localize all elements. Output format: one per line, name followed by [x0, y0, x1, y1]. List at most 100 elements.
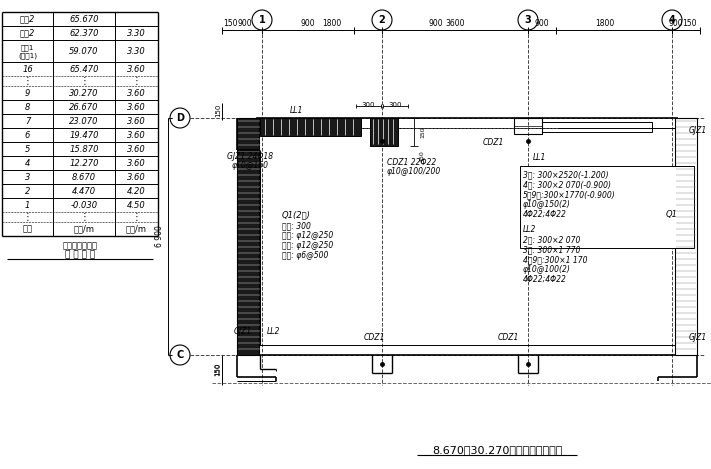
Text: 1800: 1800 — [322, 19, 341, 28]
Text: 3.60: 3.60 — [127, 89, 146, 98]
Text: 450: 450 — [420, 150, 425, 162]
Text: 4.50: 4.50 — [127, 201, 146, 210]
Text: 8: 8 — [25, 103, 30, 112]
Text: CDZ1: CDZ1 — [498, 333, 519, 342]
Bar — [370, 118, 398, 146]
Text: 9: 9 — [25, 89, 30, 98]
Text: 900: 900 — [429, 19, 444, 28]
Text: 6: 6 — [25, 130, 30, 139]
Text: Q1(2排): Q1(2排) — [282, 210, 311, 219]
Text: 8.670: 8.670 — [72, 173, 96, 182]
Text: 1800: 1800 — [595, 19, 614, 28]
Bar — [514, 118, 542, 134]
Text: 层高/m: 层高/m — [126, 225, 147, 234]
Bar — [260, 118, 361, 136]
Text: φ10@100/200: φ10@100/200 — [387, 167, 442, 176]
Text: 1: 1 — [25, 201, 30, 210]
Text: 4: 4 — [668, 15, 675, 25]
Text: LL2: LL2 — [267, 327, 280, 336]
Text: CDZ1 22Φ22: CDZ1 22Φ22 — [387, 158, 437, 167]
Text: C: C — [176, 350, 183, 360]
Text: 23.070: 23.070 — [69, 116, 99, 126]
Text: 900: 900 — [535, 19, 550, 28]
Text: 62.370: 62.370 — [69, 29, 99, 38]
Text: 30.270: 30.270 — [69, 89, 99, 98]
Text: 4: 4 — [25, 159, 30, 167]
Text: 5～9层:300×1770(-0.900): 5～9层:300×1770(-0.900) — [523, 190, 616, 199]
Text: 16: 16 — [22, 65, 33, 74]
Text: 19.470: 19.470 — [69, 130, 99, 139]
Text: LL1: LL1 — [290, 106, 304, 115]
Text: D: D — [176, 113, 184, 123]
Text: 层号: 层号 — [23, 225, 33, 234]
Text: 15.870: 15.870 — [69, 144, 99, 153]
Text: 3.60: 3.60 — [127, 144, 146, 153]
Text: ⋮: ⋮ — [23, 212, 33, 222]
Text: φ10@100(2): φ10@100(2) — [523, 265, 571, 274]
Text: 4.20: 4.20 — [127, 187, 146, 196]
Text: 竖向: φ12@250: 竖向: φ12@250 — [282, 241, 333, 250]
Bar — [237, 118, 259, 355]
Text: 3.60: 3.60 — [127, 130, 146, 139]
Text: GJZ1 24Φ18: GJZ1 24Φ18 — [227, 152, 273, 161]
Text: GJZ1: GJZ1 — [689, 126, 707, 135]
Text: φ10@150: φ10@150 — [232, 161, 269, 170]
Text: 2层: 300×2 070: 2层: 300×2 070 — [523, 235, 580, 244]
Text: 墙厚: 300: 墙厚: 300 — [282, 221, 311, 230]
Text: 3.30: 3.30 — [127, 46, 146, 55]
Text: LL1: LL1 — [533, 153, 546, 162]
Text: 拉筋: φ6@500: 拉筋: φ6@500 — [282, 251, 328, 260]
Text: 1: 1 — [259, 15, 265, 25]
Text: ⋮: ⋮ — [79, 212, 89, 222]
Text: 3层: 300×1 770: 3层: 300×1 770 — [523, 245, 580, 254]
Text: 8.670～30.270剪力墙平法施工图: 8.670～30.270剪力墙平法施工图 — [432, 445, 562, 455]
Text: 水平: φ12@250: 水平: φ12@250 — [282, 231, 333, 240]
Text: 3: 3 — [525, 15, 531, 25]
Text: -0.030: -0.030 — [70, 201, 97, 210]
Text: 150: 150 — [420, 126, 425, 138]
Text: 150: 150 — [223, 19, 237, 28]
Text: 3600: 3600 — [445, 19, 465, 28]
Text: 900: 900 — [301, 19, 315, 28]
Text: 150: 150 — [682, 19, 697, 28]
Text: ⋮: ⋮ — [132, 76, 141, 86]
Text: 结构层楼面标高: 结构层楼面标高 — [63, 241, 97, 250]
Text: 4Φ22;4Φ22: 4Φ22;4Φ22 — [523, 210, 567, 219]
Text: 3.60: 3.60 — [127, 65, 146, 74]
Text: ⋮: ⋮ — [132, 212, 141, 222]
Text: 12.270: 12.270 — [69, 159, 99, 167]
Text: 5: 5 — [25, 144, 30, 153]
Text: LL2: LL2 — [523, 225, 536, 234]
Text: 4～9层:300×1 170: 4～9层:300×1 170 — [523, 255, 587, 264]
Text: 7: 7 — [25, 116, 30, 126]
Text: CDZ1: CDZ1 — [364, 333, 385, 342]
Text: Q1: Q1 — [666, 210, 678, 219]
Bar — [520, 166, 694, 248]
Text: ⋮: ⋮ — [23, 76, 33, 86]
Text: 2: 2 — [379, 15, 385, 25]
Text: CDZ1: CDZ1 — [483, 138, 504, 147]
Text: 3: 3 — [25, 173, 30, 182]
Text: 4.470: 4.470 — [72, 187, 96, 196]
Text: 150: 150 — [215, 103, 221, 117]
Text: 3层: 300×2520(-1.200): 3层: 300×2520(-1.200) — [523, 170, 609, 179]
Text: 300: 300 — [361, 102, 375, 108]
Text: (塔刖1): (塔刖1) — [18, 52, 37, 59]
Text: 900: 900 — [237, 19, 252, 28]
Text: 3.60: 3.60 — [127, 116, 146, 126]
Bar — [542, 122, 652, 132]
Text: 3.60: 3.60 — [127, 159, 146, 167]
Text: GJZ1: GJZ1 — [689, 333, 707, 342]
Text: 900: 900 — [668, 19, 683, 28]
Text: 6 900: 6 900 — [155, 225, 164, 247]
Text: 4Φ22;4Φ22: 4Φ22;4Φ22 — [523, 275, 567, 284]
Bar — [257, 118, 677, 355]
Text: 3.60: 3.60 — [127, 173, 146, 182]
Text: 2: 2 — [25, 187, 30, 196]
Text: 屋面1: 屋面1 — [21, 44, 34, 51]
Text: 结 构 层 高: 结 构 层 高 — [65, 250, 95, 259]
Text: 屋面2: 屋面2 — [20, 15, 35, 23]
Text: 26.670: 26.670 — [69, 103, 99, 112]
Text: φ10@150(2): φ10@150(2) — [523, 200, 571, 209]
Text: 300: 300 — [388, 102, 402, 108]
